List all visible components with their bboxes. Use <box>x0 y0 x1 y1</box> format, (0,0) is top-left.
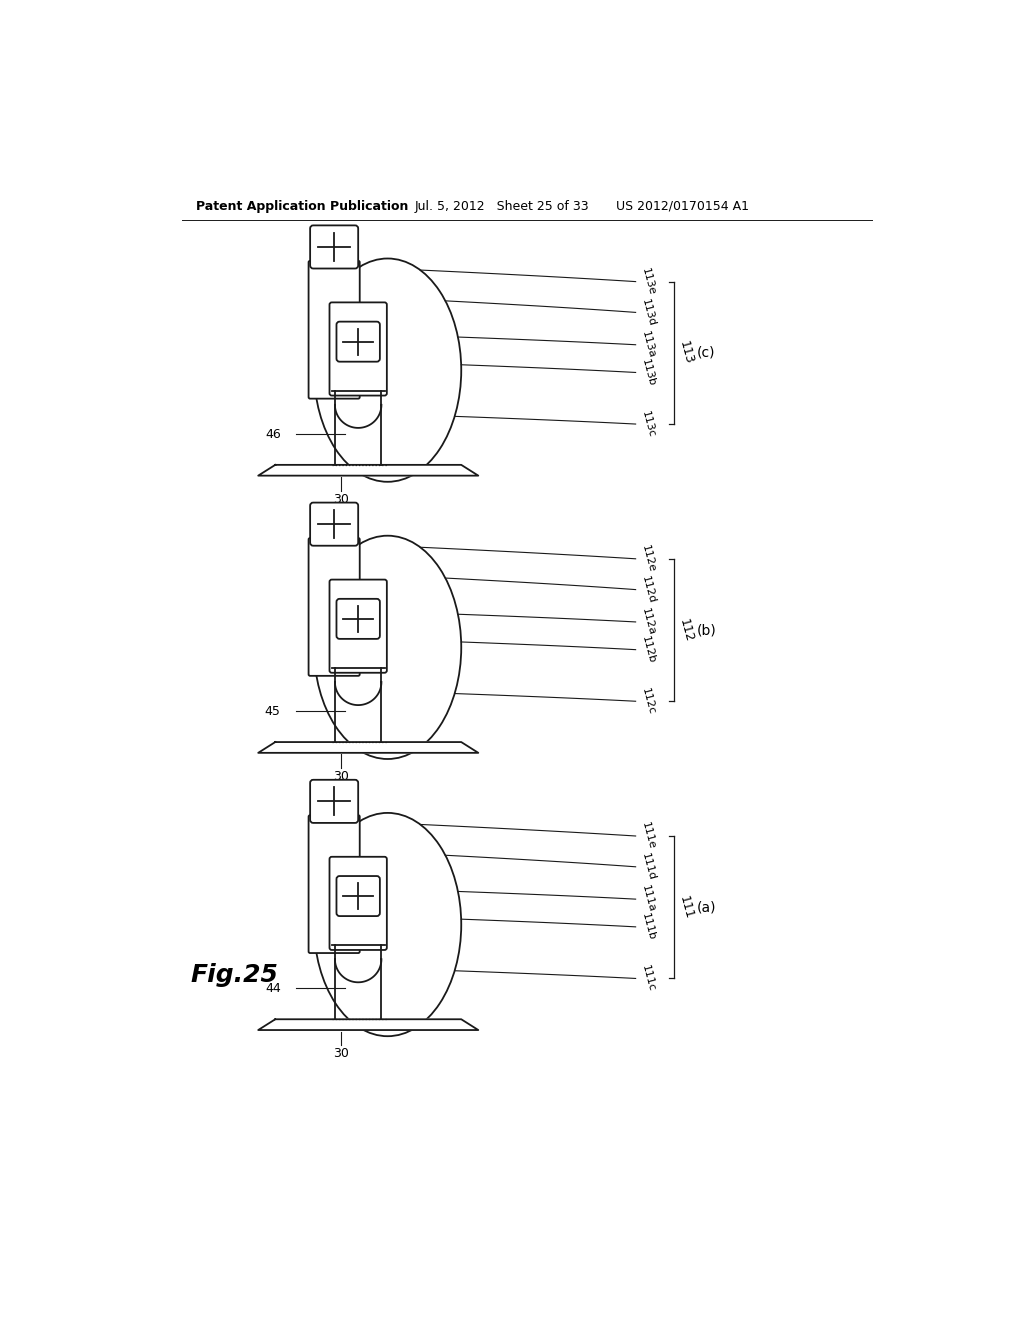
FancyBboxPatch shape <box>337 322 380 362</box>
FancyBboxPatch shape <box>337 599 380 639</box>
FancyBboxPatch shape <box>330 302 387 396</box>
FancyBboxPatch shape <box>310 226 358 268</box>
Text: (a): (a) <box>697 900 717 915</box>
Text: (c): (c) <box>697 346 716 360</box>
Text: 45: 45 <box>265 705 281 718</box>
Text: 113: 113 <box>677 339 695 366</box>
FancyBboxPatch shape <box>337 876 380 916</box>
Text: 111e: 111e <box>640 821 656 851</box>
Text: 112e: 112e <box>640 544 656 574</box>
FancyBboxPatch shape <box>308 539 359 676</box>
Text: 111a: 111a <box>640 884 656 913</box>
Text: 112a: 112a <box>640 607 656 636</box>
Text: 112c: 112c <box>640 686 656 715</box>
Polygon shape <box>258 465 478 475</box>
Text: 112: 112 <box>677 616 695 643</box>
Text: 113d: 113d <box>640 297 656 327</box>
FancyBboxPatch shape <box>330 857 387 950</box>
FancyBboxPatch shape <box>308 816 359 953</box>
Text: 113c: 113c <box>640 409 656 438</box>
Text: 112b: 112b <box>640 635 656 664</box>
Text: Patent Application Publication: Patent Application Publication <box>197 199 409 213</box>
Text: 111d: 111d <box>640 851 656 882</box>
Text: US 2012/0170154 A1: US 2012/0170154 A1 <box>616 199 750 213</box>
FancyBboxPatch shape <box>310 503 358 545</box>
Text: 111b: 111b <box>640 912 656 941</box>
Text: 111: 111 <box>677 894 695 920</box>
Text: 30: 30 <box>333 770 349 783</box>
Text: 113a: 113a <box>640 330 656 359</box>
Text: 113e: 113e <box>640 267 656 297</box>
Text: 113b: 113b <box>640 358 656 387</box>
Text: (b): (b) <box>697 623 717 638</box>
FancyBboxPatch shape <box>330 579 387 673</box>
Polygon shape <box>258 1019 478 1030</box>
Text: Jul. 5, 2012   Sheet 25 of 33: Jul. 5, 2012 Sheet 25 of 33 <box>415 199 590 213</box>
Text: 30: 30 <box>333 1047 349 1060</box>
Text: 46: 46 <box>265 428 281 441</box>
FancyBboxPatch shape <box>308 261 359 399</box>
Text: 44: 44 <box>265 982 281 995</box>
Text: 112d: 112d <box>640 574 656 605</box>
Text: Fig.25: Fig.25 <box>190 962 278 986</box>
Text: 111c: 111c <box>640 964 656 993</box>
Polygon shape <box>258 742 478 752</box>
FancyBboxPatch shape <box>310 780 358 822</box>
Text: 30: 30 <box>333 492 349 506</box>
